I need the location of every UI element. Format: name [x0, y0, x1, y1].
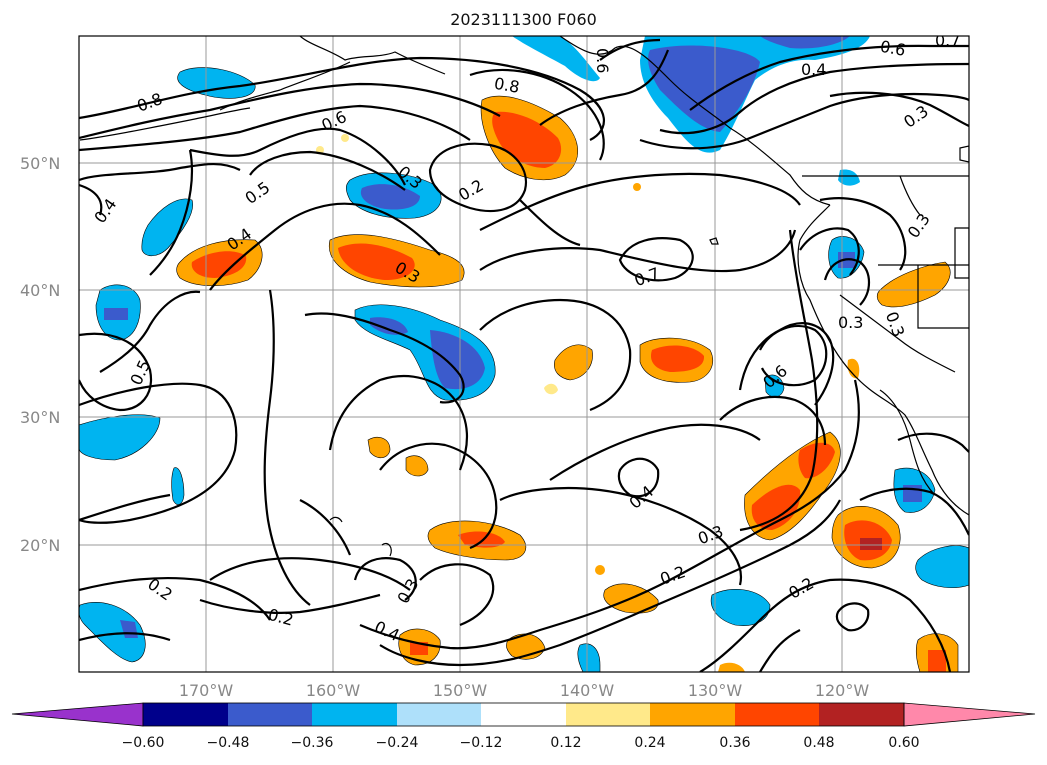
- latitude-label: 30°N: [20, 408, 60, 427]
- longitude-label: 120°W: [815, 681, 870, 700]
- gridlines: [79, 36, 969, 672]
- contour-label: 0.7: [935, 31, 960, 50]
- colorbar-tick-label: 0.24: [634, 735, 665, 751]
- colorbar-tick-label: 0.36: [719, 735, 750, 751]
- colorbar-segment: [735, 703, 819, 726]
- colorbar-tick-label: −0.60: [122, 735, 165, 751]
- contour-label: 0.6: [879, 37, 907, 60]
- latitude-label: 40°N: [20, 281, 60, 300]
- map-title: 2023111300 F060: [450, 10, 597, 29]
- contour-label: 0.6: [593, 48, 612, 73]
- contour-label: 0.3: [838, 313, 863, 332]
- colorbar-segment: [228, 703, 312, 726]
- shaded-fields: [79, 36, 969, 672]
- contour-lines: [79, 38, 969, 672]
- colorbar-extend-high: [903, 702, 1036, 727]
- latitude-labels: 20°N 30°N 40°N 50°N: [20, 154, 60, 555]
- colorbar-tick-label: −0.12: [460, 735, 503, 751]
- longitude-labels: 170°W 160°W 150°W 140°W 130°W 120°W: [179, 681, 870, 700]
- colorbar-tick-label: −0.24: [376, 735, 419, 751]
- colorbar-tick-label: 0.12: [550, 735, 581, 751]
- longitude-label: 160°W: [306, 681, 361, 700]
- colorbar-segment: [397, 703, 481, 726]
- longitude-label: 140°W: [560, 681, 615, 700]
- colorbar-segment: [650, 703, 735, 726]
- latitude-label: 50°N: [20, 154, 60, 173]
- colorbar-segment: [143, 703, 228, 726]
- colorbar-segment: [481, 703, 566, 726]
- longitude-label: 130°W: [688, 681, 743, 700]
- colorbar-tick-label: 0.48: [803, 735, 834, 751]
- coastlines: [79, 36, 969, 557]
- colorbar-tick-label: 0.60: [888, 735, 919, 751]
- colorbar-tick-labels: −0.60 −0.48 −0.36 −0.24 −0.12 0.12 0.24 …: [122, 735, 920, 751]
- latitude-label: 20°N: [20, 536, 60, 555]
- contour-label: 0.8: [493, 74, 521, 97]
- colorbar-segment: [819, 703, 904, 726]
- colorbar-extend-low: [11, 702, 144, 727]
- longitude-label: 150°W: [433, 681, 488, 700]
- colorbar-segment: [312, 703, 397, 726]
- colorbar-segment: [566, 703, 650, 726]
- longitude-label: 170°W: [179, 681, 234, 700]
- plot-area: 0.8 0.6 0.5 0.4 0.4 0.5 0.8 0.3 0.2 0.3 …: [79, 31, 969, 672]
- colorbar: −0.60 −0.48 −0.36 −0.24 −0.12 0.12 0.24 …: [11, 702, 1036, 751]
- colorbar-tick-label: −0.36: [291, 735, 334, 751]
- contour-label: 0.4: [801, 60, 826, 79]
- plot-frame: [78, 35, 970, 673]
- colorbar-tick-label: −0.48: [207, 735, 250, 751]
